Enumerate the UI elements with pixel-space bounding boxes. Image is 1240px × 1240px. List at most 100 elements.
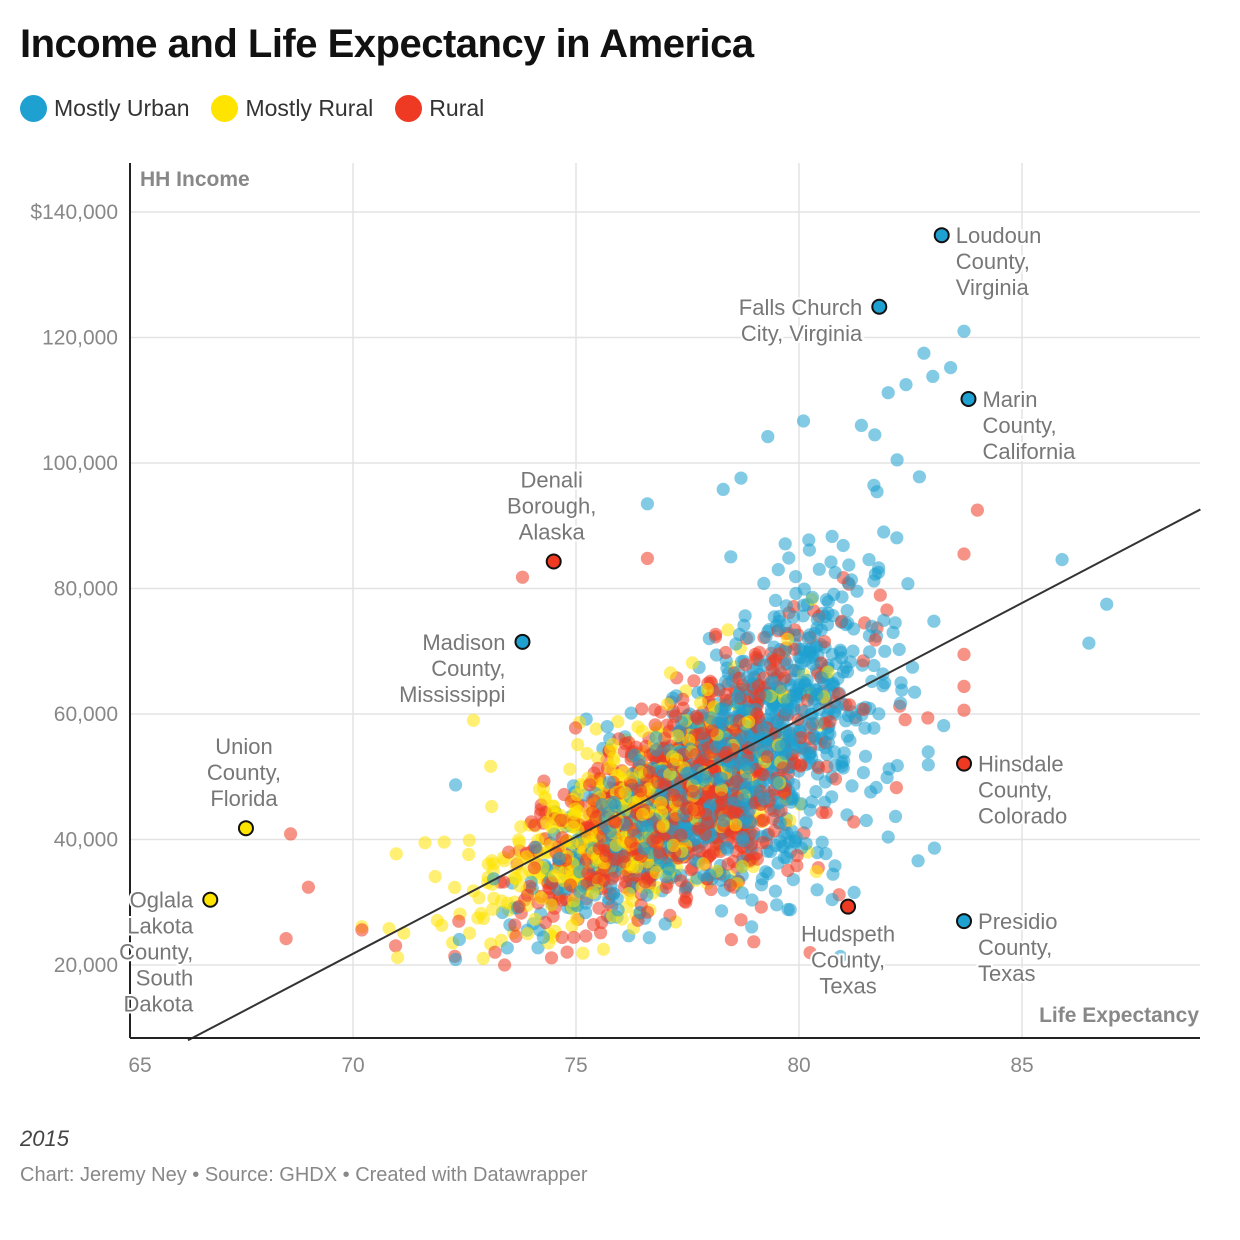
data-point — [528, 912, 542, 926]
data-point — [547, 869, 562, 883]
data-point — [554, 813, 568, 827]
data-point — [693, 844, 707, 858]
data-point — [819, 593, 834, 607]
data-point — [846, 644, 860, 658]
data-point — [823, 715, 837, 729]
data-point — [780, 632, 795, 646]
data-point — [791, 664, 806, 678]
data-point — [755, 872, 770, 886]
highlighted-point[interactable] — [237, 820, 254, 837]
data-point — [726, 805, 740, 819]
legend-item-mostly-urban[interactable]: Mostly Urban — [20, 94, 189, 122]
data-point — [494, 894, 509, 908]
county-label: Union — [215, 734, 272, 759]
data-point — [881, 386, 895, 400]
highlighted-point[interactable] — [545, 553, 562, 570]
data-point — [780, 826, 794, 840]
legend-item-rural[interactable]: Rural — [395, 94, 484, 122]
data-point — [568, 721, 583, 735]
highlighted-point[interactable] — [871, 298, 888, 315]
data-point — [870, 485, 884, 499]
data-point — [790, 849, 804, 863]
data-point — [842, 558, 856, 572]
highlighted-point[interactable] — [933, 227, 950, 244]
county-label: County, — [956, 249, 1030, 274]
data-point — [634, 784, 648, 798]
highlighted-point[interactable] — [956, 913, 973, 930]
data-point — [757, 792, 771, 806]
data-point — [691, 712, 705, 726]
data-point — [652, 845, 667, 859]
data-point — [659, 880, 673, 895]
axes: 20,000 40,000 60,000 80,000 100,000 120,000 $1… — [30, 163, 1200, 1077]
data-point — [757, 576, 771, 591]
county-label: Texas — [978, 961, 1035, 986]
highlighted-point[interactable] — [960, 390, 977, 407]
data-point — [821, 736, 836, 750]
data-point — [391, 950, 405, 965]
highlighted-point[interactable] — [956, 755, 973, 772]
data-point — [730, 689, 745, 704]
data-point — [560, 945, 574, 959]
data-point — [571, 738, 585, 752]
data-point — [893, 696, 908, 710]
data-point — [696, 857, 710, 871]
data-point — [580, 746, 594, 761]
data-point — [750, 852, 764, 866]
data-point — [704, 882, 718, 897]
data-point — [449, 778, 463, 792]
data-point — [756, 836, 770, 850]
data-point — [661, 697, 675, 711]
data-point — [589, 870, 603, 885]
data-point — [809, 640, 823, 654]
data-point — [772, 614, 786, 628]
legend-item-mostly-rural[interactable]: Mostly Rural — [211, 94, 373, 122]
x-tick-label: 80 — [787, 1054, 810, 1077]
data-point — [803, 803, 817, 817]
highlighted-point[interactable] — [202, 891, 219, 908]
data-point — [768, 593, 783, 608]
data-point — [649, 730, 663, 745]
data-point — [583, 778, 597, 792]
data-point — [845, 779, 859, 793]
data-point — [649, 865, 663, 880]
data-point — [553, 851, 567, 866]
data-point — [868, 428, 882, 442]
data-point — [865, 619, 879, 634]
data-point — [586, 918, 601, 932]
highlighted-point[interactable] — [514, 633, 531, 650]
data-point — [1055, 553, 1069, 567]
data-point — [538, 915, 553, 930]
data-point — [754, 900, 768, 914]
data-point — [815, 806, 829, 820]
data-point — [739, 780, 753, 795]
data-point — [840, 604, 854, 618]
county-label: Hudspeth — [801, 922, 895, 947]
data-point — [674, 874, 688, 888]
data-point — [774, 720, 788, 734]
county-label: Oglala — [130, 888, 194, 913]
data-point — [803, 746, 817, 761]
data-point — [592, 841, 606, 856]
data-point — [800, 673, 814, 687]
highlighted-point[interactable] — [840, 898, 857, 915]
data-point — [435, 918, 449, 932]
data-point — [735, 859, 749, 874]
data-point — [788, 756, 802, 771]
data-point — [717, 814, 731, 828]
data-point — [828, 758, 842, 772]
data-point — [767, 824, 781, 838]
legend-swatch — [395, 94, 423, 122]
data-point — [1100, 597, 1114, 611]
data-point — [418, 836, 432, 850]
